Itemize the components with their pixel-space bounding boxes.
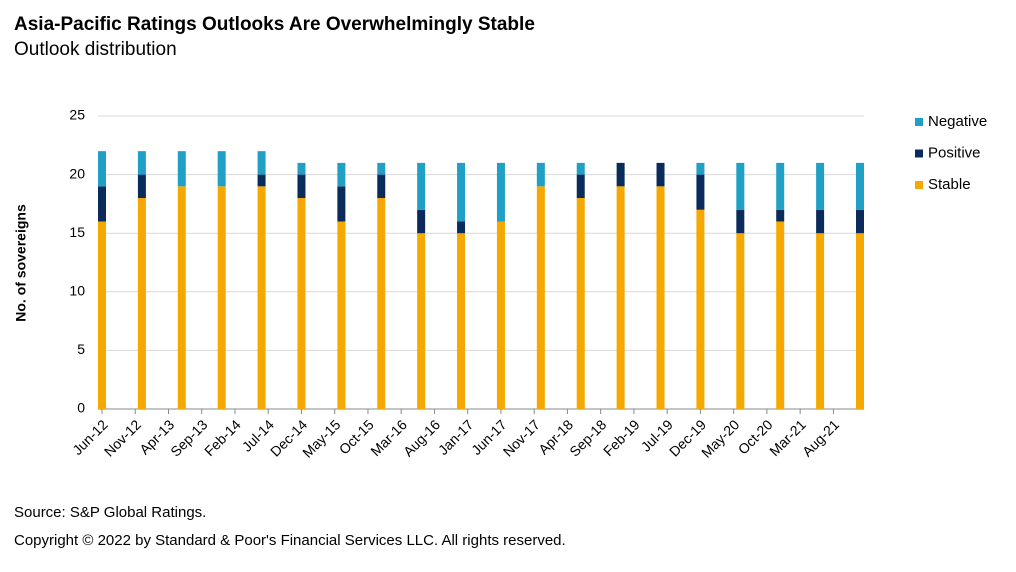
bar-segment (217, 151, 226, 187)
bar-segment (137, 174, 146, 199)
bar-segment (377, 162, 386, 175)
bar-segment (217, 186, 226, 409)
bar-segment (856, 209, 864, 234)
bar-segment (776, 209, 785, 222)
bar-segment (297, 162, 306, 175)
bar-segment (257, 151, 266, 175)
bar-segment (776, 221, 785, 409)
bar-segment (98, 151, 106, 187)
x-tick-label: Aug-16 (400, 416, 443, 459)
source: Source: S&P Global Ratings. (14, 504, 206, 521)
x-tick-label: Feb-14 (201, 416, 244, 459)
bar-segment (417, 233, 426, 409)
x-tick-label: May-20 (698, 416, 742, 460)
bar-segment (816, 209, 825, 234)
bar-segment (576, 198, 585, 409)
bar-segment (457, 233, 466, 409)
bar-segment (856, 162, 864, 210)
bar-segment (257, 174, 266, 187)
bar-segment (337, 162, 346, 187)
x-tick-label: Sep-18 (566, 416, 609, 459)
bar-segment (177, 151, 186, 187)
y-tick-label: 25 (69, 107, 85, 123)
bar-segment (736, 209, 745, 234)
bar-segment (576, 174, 585, 199)
legend-label: Stable (928, 176, 971, 193)
legend-label: Negative (928, 113, 987, 130)
bar-segment (736, 233, 745, 409)
legend-swatch (915, 181, 923, 189)
bar-segment (177, 186, 186, 409)
bar-segment (496, 221, 505, 409)
y-tick-label: 15 (69, 224, 85, 240)
bar-segment (257, 186, 266, 409)
x-tick-label: Sep-13 (167, 416, 210, 459)
y-axis-label: No. of sovereigns (13, 204, 29, 322)
bar-segment (576, 162, 585, 175)
bar-segment (696, 209, 705, 409)
bar-segment (656, 162, 665, 187)
bar-segment (656, 186, 665, 409)
y-tick-label: 20 (69, 165, 85, 181)
bar-segment (816, 233, 825, 409)
bar-segment (536, 162, 545, 187)
bar-segment (337, 221, 346, 409)
bar-segment (856, 233, 864, 409)
bar-segment (98, 221, 106, 409)
legend-label: Positive (928, 144, 981, 161)
copyright: Copyright © 2022 by Standard & Poor's Fi… (14, 532, 566, 549)
x-tick-label: Jan-17 (435, 416, 477, 458)
bar-segment (736, 162, 745, 210)
bar-segment (137, 198, 146, 409)
bar-segment (616, 186, 625, 409)
legend-swatch (915, 118, 923, 126)
bar-segment (816, 162, 825, 210)
x-tick-label: Aug-21 (799, 416, 842, 459)
bar-segment (776, 162, 785, 210)
chart-title: Asia-Pacific Ratings Outlooks Are Overwh… (14, 14, 535, 35)
bar-segment (457, 162, 466, 222)
bar-segment (696, 174, 705, 210)
bar-segment (377, 198, 386, 409)
bar-segment (417, 162, 426, 210)
bar-segment (536, 186, 545, 409)
bar-segment (297, 198, 306, 409)
bar-segment (137, 151, 146, 175)
bar-segment (496, 162, 505, 222)
bar-segment (417, 209, 426, 234)
bar-segment (297, 174, 306, 199)
bar-segment (457, 221, 466, 234)
chart-subtitle: Outlook distribution (14, 39, 177, 60)
bar-segment (377, 174, 386, 199)
bar-segment (337, 186, 346, 222)
x-tick-label: Nov-12 (101, 416, 144, 459)
legend-swatch (915, 149, 923, 158)
bar-segment (98, 186, 106, 222)
y-tick-label: 10 (69, 283, 85, 299)
x-tick-label: May-15 (299, 416, 343, 460)
x-tick-label: Nov-17 (500, 416, 543, 459)
bar-segment (616, 162, 625, 187)
x-tick-label: Feb-19 (600, 416, 643, 459)
bar-segment (696, 162, 705, 175)
y-tick-label: 0 (77, 400, 85, 416)
y-tick-label: 5 (77, 341, 85, 357)
